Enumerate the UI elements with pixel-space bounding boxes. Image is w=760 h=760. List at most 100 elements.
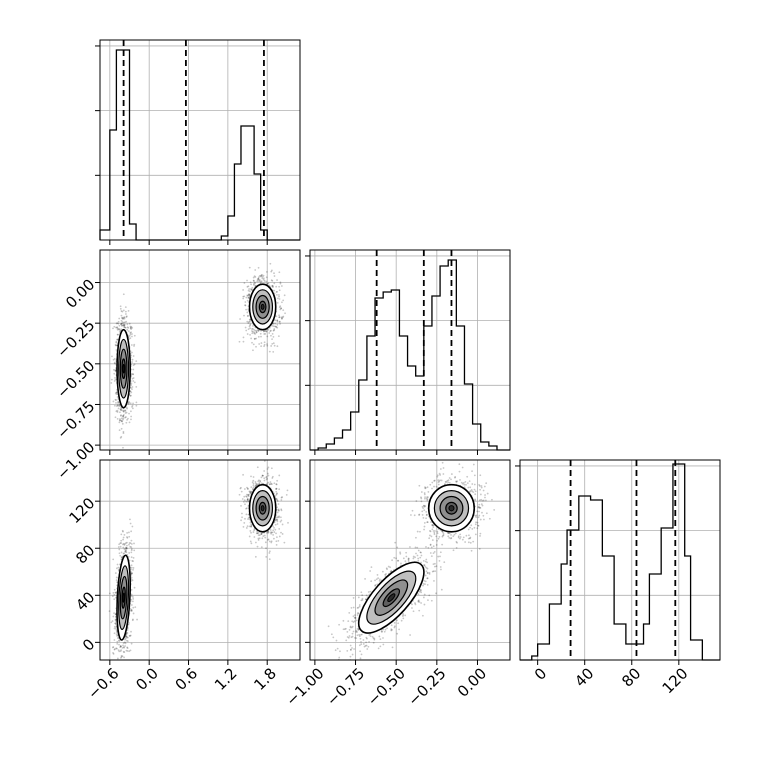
sample-point [246,498,249,500]
sample-point [256,280,259,283]
sample-point [276,520,279,523]
sample-point [426,572,429,574]
sample-point [130,344,133,346]
sample-point [262,277,265,280]
density-core [122,363,125,374]
sample-point [423,603,426,606]
sample-point [264,536,267,539]
sample-point [249,327,252,330]
sample-point [114,622,117,625]
sample-point [255,331,258,334]
sample-point [249,320,251,323]
sample-point [355,637,358,640]
sample-point [257,534,260,537]
sample-point [120,654,123,657]
sample-point [115,626,118,629]
sample-point [117,568,120,571]
sample-point [247,495,250,498]
sample-point [119,418,121,420]
sample-point [257,539,260,541]
sample-point [348,635,351,637]
sample-point [125,547,128,550]
sample-point [122,446,124,449]
sample-point [250,531,252,534]
sample-point [424,560,427,563]
sample-point [130,418,132,421]
sample-point [111,595,114,598]
sample-point [243,522,246,524]
sample-point [248,294,250,297]
sample-point [242,525,245,528]
sample-point [250,524,253,527]
sample-point [132,612,135,615]
sample-point [280,307,283,310]
sample-point [280,496,283,499]
sample-point [271,269,273,272]
sample-point [118,317,121,320]
sample-point [120,533,123,536]
sample-point [124,306,127,309]
sample-point [244,301,247,303]
sample-point [263,345,265,348]
sample-point [251,328,253,330]
sample-point [240,486,242,489]
sample-point [280,531,282,534]
sample-point [260,280,263,283]
sample-point [345,639,348,642]
sample-point [113,648,116,650]
sample-point [247,494,250,497]
sample-point [134,606,137,608]
sample-point [120,656,122,659]
sample-point [120,542,123,544]
sample-point [265,478,268,481]
sample-point [128,421,131,424]
sample-point [276,319,279,322]
sample-point [414,602,416,604]
density-core [260,505,265,512]
sample-point [120,319,123,322]
sample-point [272,335,275,338]
sample-point [115,344,117,347]
y-tick-label: 120 [66,494,99,527]
sample-point [118,667,120,669]
sample-point [275,518,277,521]
sample-point [261,474,264,477]
sample-point [120,556,123,559]
sample-point [119,660,121,662]
sample-point [133,586,136,589]
sample-point [263,460,266,462]
x-tick-label: 0.6 [172,664,202,694]
sample-point [122,538,124,541]
sample-point [122,530,124,533]
sample-point [250,490,253,493]
sample-point [381,630,383,633]
sample-point [112,558,115,561]
sample-point [130,546,133,549]
sample-point [281,496,284,498]
sample-point [252,325,254,327]
sample-point [114,376,116,379]
sample-point [114,378,117,381]
sample-point [118,548,121,551]
sample-point [273,328,276,330]
sample-point [135,401,138,404]
sample-point [250,288,252,290]
sample-point [272,325,275,328]
sample-point [136,618,138,621]
sample-point [126,536,128,538]
sample-point [116,338,119,341]
sample-point [278,316,281,319]
sample-point [245,296,248,299]
sample-point [131,405,133,408]
sample-point [130,548,133,550]
sample-point [275,498,278,500]
sample-point [422,583,425,585]
sample-point [113,325,116,328]
sample-point [264,330,267,333]
sample-point [278,528,281,530]
sample-point [123,326,126,329]
sample-point [242,473,244,476]
sample-point [278,306,281,309]
sample-point [121,322,123,325]
sample-point [429,534,431,537]
